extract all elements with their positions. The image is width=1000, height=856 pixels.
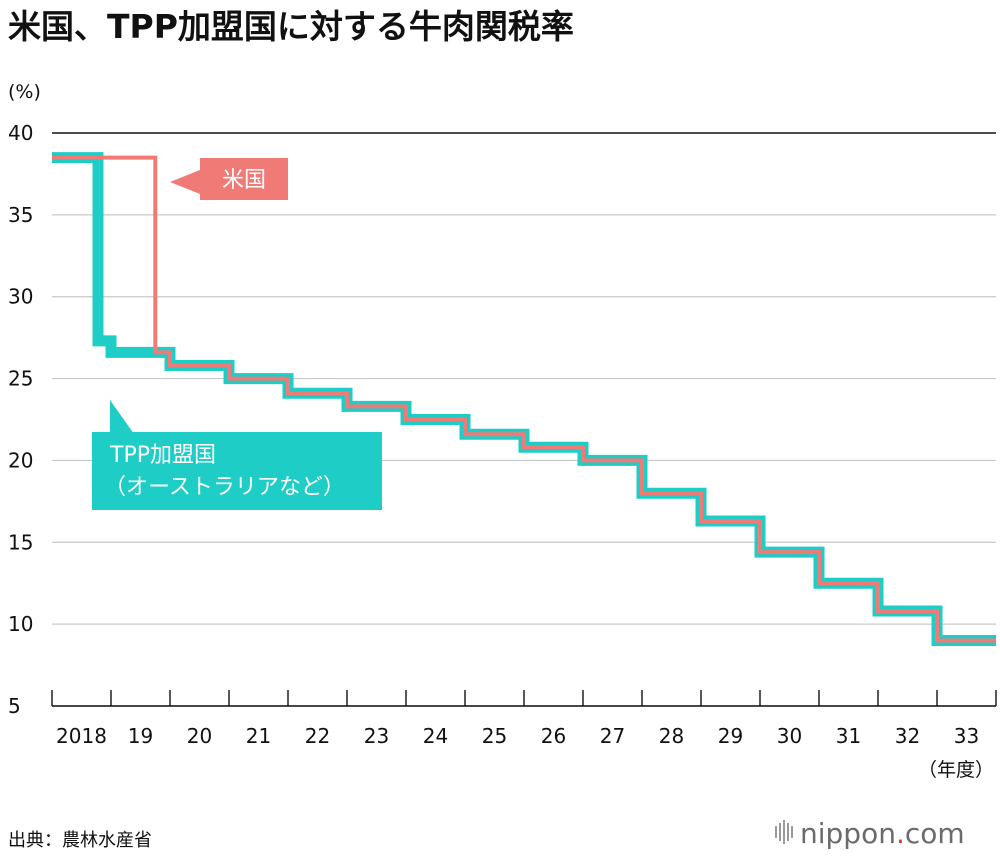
y-tick-label: 35 <box>8 203 33 227</box>
y-tick-label: 25 <box>8 367 33 391</box>
y-tick-label: 20 <box>8 448 33 472</box>
x-tick-label: 22 <box>305 724 330 748</box>
x-tick-label: 32 <box>895 724 920 748</box>
x-tick-label: 24 <box>423 724 448 748</box>
x-tick-label: 20 <box>187 724 212 748</box>
brand-wordmark: nippon.com <box>800 817 965 850</box>
usa-callout-pointer <box>170 170 200 194</box>
chart-title: 米国、TPP加盟国に対する牛肉関税率 <box>8 7 574 46</box>
x-axis-unit: （年度） <box>918 759 994 781</box>
x-tick-label: 25 <box>482 724 507 748</box>
tpp-callout-line2: （オーストラリアなど） <box>104 475 345 500</box>
tpp-callout-line1: TPP加盟国 <box>109 443 216 468</box>
x-axis: 2018 19 20 21 22 23 24 25 26 27 28 29 30 31 32 33 <box>51 690 997 748</box>
y-axis-ticks: 40 35 30 25 20 15 10 5 <box>8 121 33 718</box>
y-tick-label: 30 <box>8 285 33 309</box>
usa-callout-label: 米国 <box>222 168 266 193</box>
series-line-usa <box>52 155 996 643</box>
x-tick-label: 26 <box>541 724 566 748</box>
x-tick-label: 23 <box>364 724 389 748</box>
tpp-callout-pointer <box>110 400 134 434</box>
x-tick-label: 30 <box>777 724 802 748</box>
x-tick-label: 28 <box>659 724 684 748</box>
x-tick-label: 31 <box>836 724 861 748</box>
x-tick-label: 29 <box>718 724 743 748</box>
tpp-callout: TPP加盟国 （オーストラリアなど） <box>92 400 382 510</box>
source-note: 出典：農林水産省 <box>8 830 152 851</box>
gridlines <box>52 132 996 707</box>
brand-logo: nippon.com <box>775 817 965 850</box>
x-tick-label: 33 <box>954 724 979 748</box>
y-tick-label: 5 <box>8 694 21 718</box>
usa-callout: 米国 <box>170 158 288 200</box>
tpp-callout-box <box>92 432 382 510</box>
y-tick-label: 10 <box>8 612 33 636</box>
x-tick-label: 27 <box>600 724 625 748</box>
usa-callout-box <box>200 158 288 200</box>
x-tick-label: 21 <box>246 724 271 748</box>
series-line-tpp <box>52 152 996 646</box>
y-tick-label: 40 <box>8 121 33 145</box>
x-tick-label: 2018 <box>56 724 107 748</box>
x-tick-label: 19 <box>128 724 153 748</box>
y-tick-label: 15 <box>8 530 33 554</box>
brand-bars-icon <box>775 820 793 844</box>
series-lines <box>52 152 996 646</box>
y-axis-unit: (%) <box>8 81 41 103</box>
